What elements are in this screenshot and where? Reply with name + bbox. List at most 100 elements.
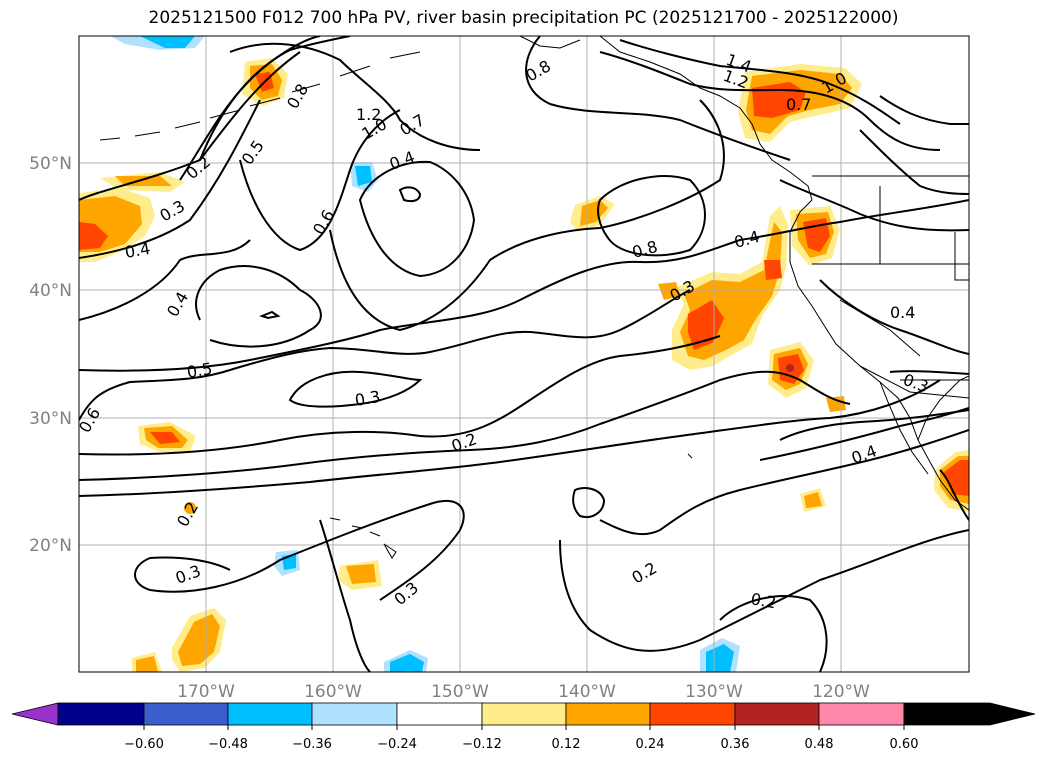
colorbar-segment [818,702,905,726]
contour-line [599,429,969,536]
colorbar-tick-label: −0.24 [377,737,417,752]
contour-line [134,499,465,601]
precip-blob [355,166,372,186]
lon-label: 130°W [685,682,743,702]
latitude-labels: 50°N 40°N 30°N 20°N [29,154,72,556]
contour-line [572,487,606,518]
lon-label: 140°W [558,682,616,702]
lat-label: 20°N [29,536,72,556]
contour-label: 1.2 [356,105,381,124]
coastlines [99,36,969,559]
precip-blob [390,654,424,672]
contour-line [79,335,721,456]
border-mexico [859,365,969,399]
aleutian-islands [99,51,421,141]
contour-line [319,519,371,672]
colorbar: −0.60 −0.48 −0.36 −0.24 −0.12 0.12 0.24 … [11,702,1036,752]
precip-blob [706,644,734,672]
contour-line [525,36,791,161]
colorbar-extend-high [903,702,1036,726]
map-frame [78,35,970,673]
contour-line [195,265,322,348]
contour-line [939,469,969,521]
contour-line [779,409,969,441]
colorbar-segment [143,702,229,726]
map-background [79,36,969,672]
lon-label: 160°W [304,682,362,702]
coastline-gulf [917,375,969,441]
contour-line [559,529,969,652]
contour-line [288,370,423,408]
colorbar-tick-label: −0.36 [292,737,332,752]
colorbar-tick-label: −0.12 [462,737,502,752]
lat-label: 50°N [29,154,72,174]
precip-blob [658,282,680,300]
lon-label: 120°W [812,682,870,702]
precip-blob [184,502,196,514]
colorbar-tick-label: −0.60 [124,737,164,752]
contour-line [259,310,281,320]
contour-line [239,109,401,252]
contour-line [358,160,476,278]
island [687,453,693,459]
contour-line [859,129,969,195]
colorbar-segment [396,702,483,726]
colorbar-tick-label: 0.36 [721,737,750,752]
precip-blob [136,656,158,672]
colorbar-tick-label: −0.48 [208,737,248,752]
contour-line [79,99,261,259]
precip-blob [786,364,794,372]
contour-label: 0.5 [185,359,213,382]
precip-blob [804,492,822,508]
colorbar-segment [57,702,145,726]
contour-line [719,595,828,672]
pv-contours [79,36,969,672]
colorbar-tick-label: 0.60 [890,737,919,752]
lon-label: 170°W [177,682,235,702]
hawaii-islands [329,517,397,559]
colorbar-segment [565,702,651,726]
contour-line [879,95,969,125]
contour-line [619,39,901,125]
contour-line [79,289,691,421]
colorbar-segment [734,702,820,726]
colorbar-segment [649,702,736,726]
contour-label: 0.2 [749,589,777,612]
contour-line [779,179,969,232]
precip-blob [764,260,782,280]
colorbar-tick-label: 0.48 [805,737,834,752]
contour-line [179,36,321,181]
contour-line [599,51,941,151]
map-title: 2025121500 F012 700 hPa PV, river basin … [148,8,899,28]
coastline-alaska [599,36,813,201]
contour-line [398,186,422,203]
contour-label: 0.4 [123,239,151,262]
border-state [954,232,969,281]
colorbar-segment [311,702,398,726]
precip-blob [79,222,108,250]
colorbar-extend-low [11,702,59,726]
contour-line [759,407,969,461]
contour-line [819,279,969,355]
contour-label: 0.3 [353,387,381,410]
longitude-labels: 170°W 160°W 150°W 140°W 130°W 120°W [177,682,870,702]
contour-line [79,199,969,372]
precip-blob [346,564,376,584]
lat-label: 30°N [29,409,72,429]
contour-label: 0.4 [890,303,915,322]
lat-label: 40°N [29,281,72,301]
lon-label: 150°W [431,682,489,702]
colorbar-segment [227,702,313,726]
contour-line [889,370,969,375]
contour-line [79,239,251,321]
contour-line [79,379,941,497]
contour-line [79,51,301,201]
precip-blob [178,614,220,666]
contour-line [329,99,725,332]
contour-line [79,370,851,481]
coastline-alaska [519,36,581,49]
coastline-baja [879,381,929,475]
colorbar-segment [481,702,567,726]
contour-line [229,42,481,151]
